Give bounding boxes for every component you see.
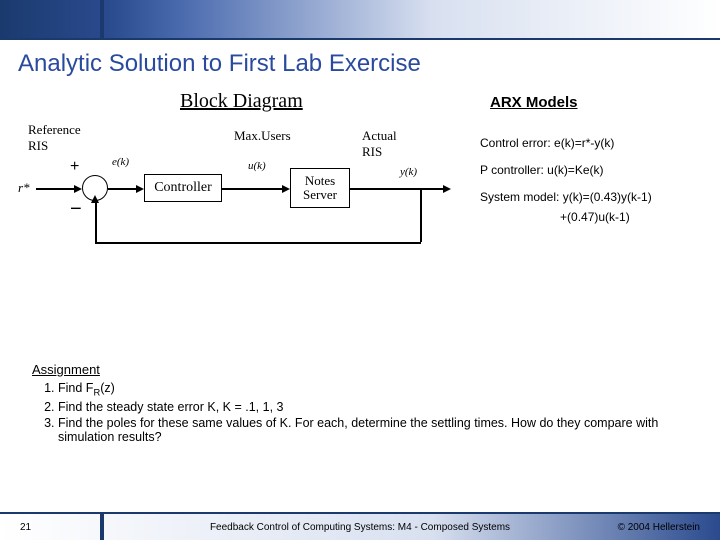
block-diagram: Reference RIS r* + − e(k) Controller Max… [0, 122, 470, 282]
line-uk [222, 188, 284, 190]
arrow-feedback [91, 195, 99, 203]
uk-label: u(k) [248, 160, 266, 172]
feedback-v2 [95, 201, 97, 243]
controller-box: Controller [144, 174, 222, 202]
arrow-rstar [74, 185, 82, 193]
assignment-item: Find the poles for these same values of … [58, 416, 682, 444]
arrow-ek [136, 185, 144, 193]
assignment-item: Find FR(z) [58, 381, 682, 398]
rstar-label: r* [18, 180, 30, 196]
content-area: Block Diagram ARX Models Reference RIS r… [0, 82, 720, 102]
assignment-item: Find the steady state error K, K = .1, 1… [58, 400, 682, 414]
ek-label: e(k) [112, 156, 129, 168]
notes-server-box: Notes Server [290, 168, 350, 208]
assignment-section: Assignment Find FR(z) Find the steady st… [32, 362, 682, 446]
footer-copyright: © 2004 Hellerstein [618, 522, 700, 533]
assignment-title: Assignment [32, 362, 682, 377]
arx-models-title: ARX Models [490, 94, 578, 111]
actual-ris-label: Actual RIS [362, 128, 412, 160]
line-rstar [36, 188, 76, 190]
arx-item: Control error: e(k)=r*-y(k) [480, 134, 700, 153]
feedback-v1 [420, 188, 422, 242]
header-accent [100, 0, 104, 40]
page-number: 21 [20, 522, 31, 533]
maxusers-label: Max.Users [234, 128, 291, 144]
line-yk [350, 188, 445, 190]
arx-item: System model: y(k)=(0.43)y(k-1) +(0.47)u… [480, 188, 700, 226]
footer-center: Feedback Control of Computing Systems: M… [210, 522, 510, 533]
page-title: Analytic Solution to First Lab Exercise [0, 40, 720, 82]
arrow-yk [443, 185, 451, 193]
arx-models-list: Control error: e(k)=r*-y(k) P controller… [480, 134, 700, 235]
line-ek [108, 188, 138, 190]
arrow-uk [282, 185, 290, 193]
header-bar [0, 0, 720, 40]
footer-bar: 21 Feedback Control of Computing Systems… [0, 512, 720, 540]
yk-label: y(k) [400, 166, 417, 178]
block-diagram-title: Block Diagram [180, 90, 303, 113]
feedback-h [95, 242, 421, 244]
minus-sign: − [70, 198, 82, 221]
arx-item: P controller: u(k)=Ke(k) [480, 161, 700, 180]
assignment-list: Find FR(z) Find the steady state error K… [32, 381, 682, 444]
footer-accent [100, 512, 104, 540]
notes-server-label: Notes Server [291, 174, 349, 203]
plus-sign: + [70, 158, 79, 176]
reference-ris-label: Reference RIS [28, 122, 98, 154]
